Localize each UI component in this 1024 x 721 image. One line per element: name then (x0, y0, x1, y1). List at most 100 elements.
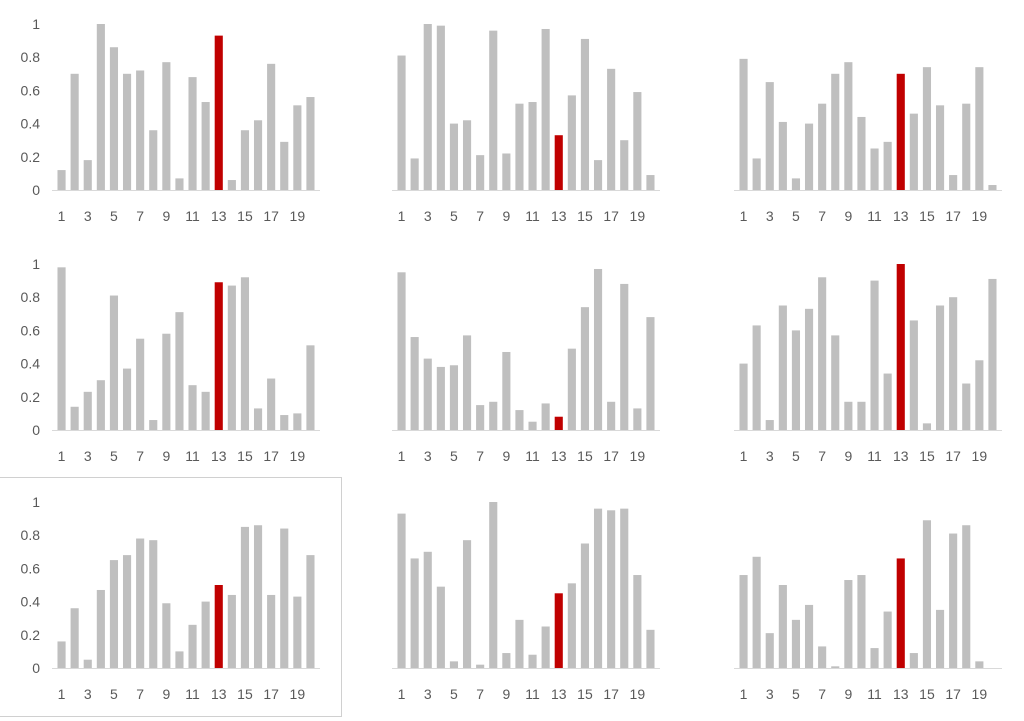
x-tick-label: 19 (290, 448, 306, 464)
bar (567, 95, 576, 190)
x-tick-label: 5 (450, 448, 458, 464)
bar (410, 558, 419, 668)
x-tick-label: 19 (290, 686, 306, 702)
bar (857, 116, 866, 190)
x-tick-label: 17 (603, 686, 619, 702)
bar (752, 325, 761, 430)
chart-panel-5[interactable]: 1 3 5 7 9 11 13 15 17 19 (340, 240, 680, 480)
bar (280, 415, 289, 430)
bar (122, 368, 132, 430)
bar (462, 540, 472, 668)
x-tick-label: 15 (237, 686, 253, 702)
bar (267, 594, 276, 668)
x-tick-label: 13 (893, 448, 909, 464)
bar (136, 338, 145, 430)
chart-panel-3[interactable]: 1 3 5 7 9 11 13 15 17 19 (682, 0, 1024, 240)
bar-highlight (554, 416, 563, 430)
bar (883, 141, 892, 190)
x-tick-label: 11 (185, 686, 200, 702)
bar-chart-3: 1 3 5 7 9 11 13 15 17 19 (734, 58, 1002, 224)
bar (162, 603, 171, 668)
x-axis-labels: 1 3 5 7 9 11 13 15 17 19 (398, 448, 646, 464)
chart-panel-7[interactable]: 0 0.2 0.4 0.6 0.8 1 1 3 5 7 9 11 13 15 17 19 (0, 477, 342, 717)
x-tick-label: 1 (740, 208, 748, 224)
chart-panel-1[interactable]: 0 0.2 0.4 0.6 0.8 1 1 3 5 7 9 11 13 15 17 19 (0, 0, 340, 240)
bar (857, 401, 866, 430)
x-tick-label: 17 (263, 448, 279, 464)
chart-panel-8[interactable]: 1 3 5 7 9 11 13 15 17 19 (340, 478, 680, 716)
x-tick-label: 11 (185, 448, 200, 464)
bar (580, 543, 590, 668)
x-tick-label: 13 (893, 686, 909, 702)
bar (857, 575, 866, 668)
x-tick-label: 9 (844, 208, 852, 224)
bar (136, 538, 145, 668)
bar (620, 283, 629, 430)
x-tick-label: 7 (818, 448, 826, 464)
bar (646, 317, 655, 430)
bar (607, 401, 616, 430)
chart-panel-2[interactable]: 1 3 5 7 9 11 13 15 17 19 (340, 0, 680, 240)
chart-panel-6[interactable]: 1 3 5 7 9 11 13 15 17 19 (682, 240, 1024, 480)
bar (752, 158, 761, 190)
bar (975, 360, 984, 430)
x-tick-label: 3 (84, 686, 92, 702)
y-tick-label: 1 (32, 16, 40, 32)
bar (436, 586, 445, 668)
x-tick-label: 15 (577, 208, 593, 224)
x-tick-label: 17 (945, 686, 961, 702)
x-tick-label: 13 (211, 686, 227, 702)
bar (778, 305, 787, 430)
y-tick-label: 0.6 (21, 560, 41, 576)
bars (739, 58, 997, 190)
bar (188, 624, 197, 668)
bar (870, 148, 879, 190)
x-tick-label: 5 (110, 208, 118, 224)
bar (818, 646, 827, 668)
bars (57, 525, 315, 668)
bar (831, 666, 840, 668)
x-tick-label: 7 (476, 208, 484, 224)
bar (831, 73, 840, 190)
x-tick-label: 19 (972, 448, 988, 464)
bar (502, 153, 511, 190)
bar (489, 502, 498, 668)
bar (593, 268, 603, 430)
bar (83, 659, 92, 668)
chart-panel-4[interactable]: 0 0.2 0.4 0.6 0.8 1 1 3 5 7 9 11 13 15 17 19 (0, 240, 340, 480)
x-tick-label: 3 (84, 448, 92, 464)
bar (515, 410, 524, 430)
x-tick-label: 1 (398, 686, 406, 702)
bar (739, 575, 748, 668)
x-tick-label: 1 (740, 448, 748, 464)
x-tick-label: 17 (263, 686, 279, 702)
bar-highlight (896, 264, 905, 430)
y-tick-label: 0.2 (21, 389, 41, 405)
bar (240, 130, 250, 190)
bar (528, 654, 537, 668)
bar (883, 611, 892, 668)
bar (883, 373, 892, 430)
x-tick-label: 11 (867, 686, 882, 702)
x-tick-label: 7 (818, 686, 826, 702)
x-tick-label: 3 (84, 208, 92, 224)
bar (870, 280, 879, 430)
bar (988, 278, 997, 430)
bar-chart-6: 1 3 5 7 9 11 13 15 17 19 (734, 264, 1002, 464)
x-tick-label: 19 (972, 208, 988, 224)
x-tick-label: 17 (945, 208, 961, 224)
y-tick-label: 0 (32, 182, 40, 198)
bar (70, 406, 79, 430)
chart-panel-9[interactable]: 1 3 5 7 9 11 13 15 17 19 (682, 478, 1024, 716)
bar (70, 73, 79, 190)
x-tick-label: 13 (551, 448, 567, 464)
bar (607, 510, 616, 668)
x-tick-label: 11 (525, 686, 540, 702)
bar (175, 178, 184, 190)
bar (306, 555, 315, 668)
bar (188, 77, 197, 190)
bar (175, 312, 184, 430)
x-tick-label: 15 (919, 686, 935, 702)
x-tick-label: 9 (162, 208, 170, 224)
